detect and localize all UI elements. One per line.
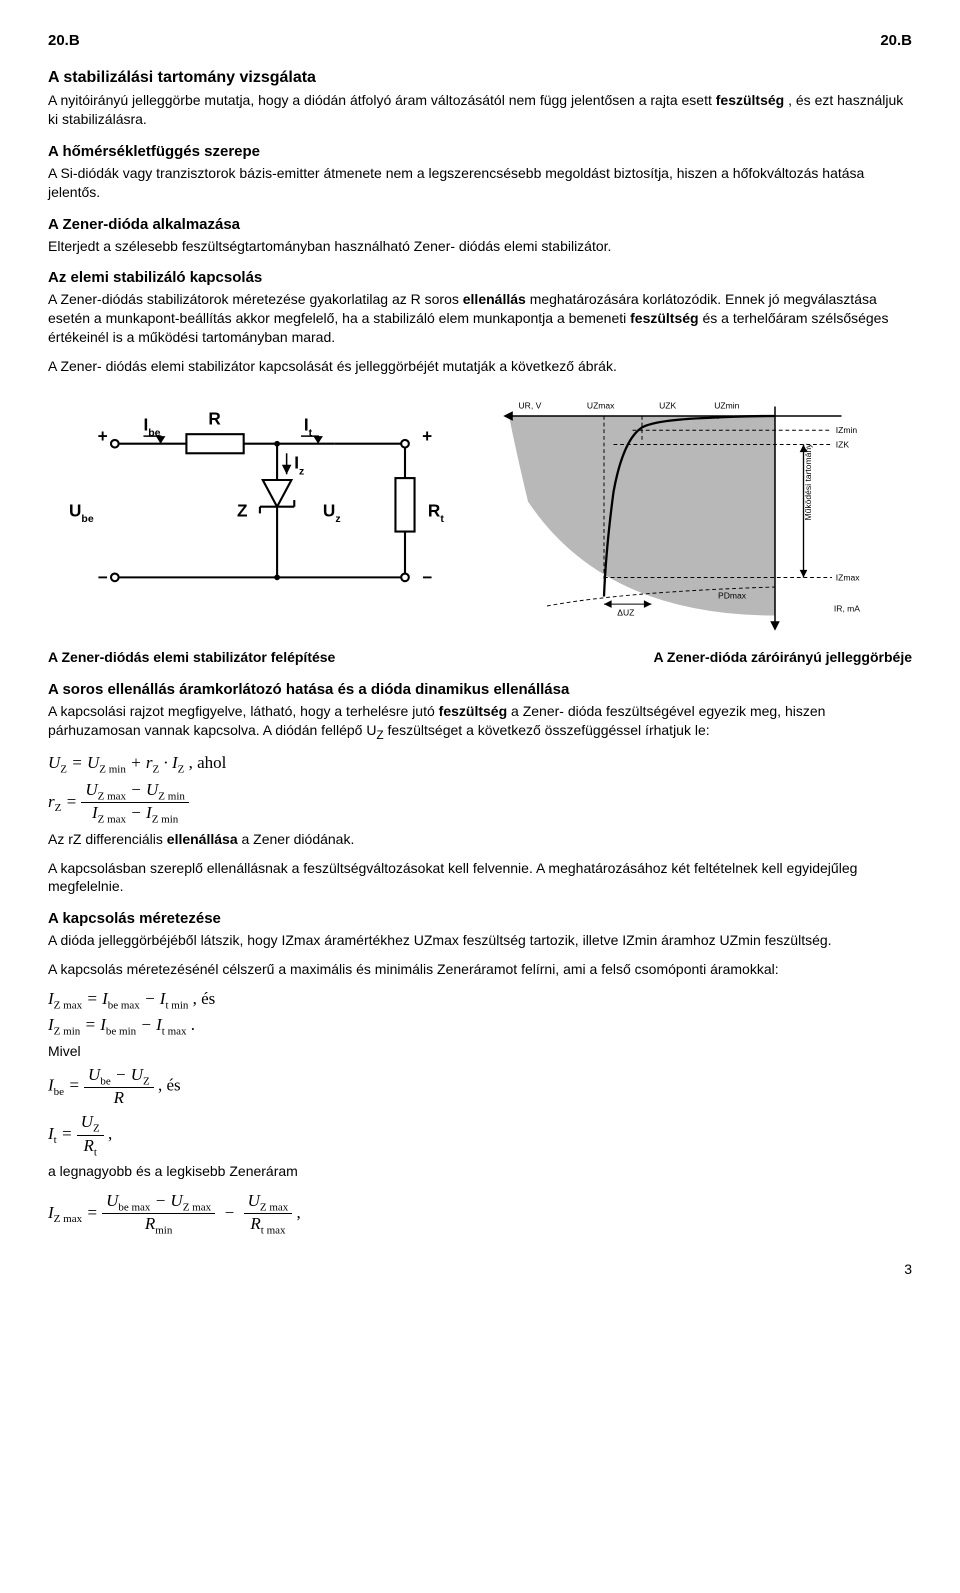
sec1-p1: A nyitóirányú jelleggörbe mutatja, hogy … xyxy=(48,91,912,129)
uzk-top: UZK xyxy=(659,400,676,410)
eq-rz: rZ = UZ max − UZ min IZ max − IZ min xyxy=(48,780,912,826)
work-range-label: Működési tartomány xyxy=(803,443,813,521)
sec6-p3: a legnagyobb és a legkisebb Zeneráram xyxy=(48,1162,912,1181)
sec5-p3: A kapcsolásban szereplő ellenállásnak a … xyxy=(48,859,912,897)
sec4-p1: A Zener-diódás stabilizátorok méretezése… xyxy=(48,290,912,347)
uz-label: Uz xyxy=(323,500,341,525)
eq-izmax: IZ max = Ibe max − It min , és xyxy=(48,989,912,1011)
sec4-p1d: feszültség xyxy=(630,310,698,326)
ube-label: Ube xyxy=(69,500,94,525)
eq-izmax-es: , és xyxy=(193,989,216,1008)
sec4-p1b: ellenállás xyxy=(463,291,526,307)
eq-izmin-pont: . xyxy=(191,1015,195,1034)
header-right: 20.B xyxy=(880,32,912,49)
eq-uz-ahol: , ahol xyxy=(189,753,227,772)
sec4-p2: A Zener- diódás elemi stabilizátor kapcs… xyxy=(48,357,912,376)
eq-izmax2-vesszo: , xyxy=(297,1203,301,1222)
curve-svg: UR, V UZmax UZK UZmin IZmin IZK IZmax PD… xyxy=(490,386,870,636)
eq-it: It = UZ Rt , xyxy=(48,1112,912,1158)
eq-izmin: IZ min = Ibe min − It max . xyxy=(48,1015,912,1037)
duz-label: ΔUZ xyxy=(617,608,634,618)
eq-izmax2: IZ max = Ube max − UZ max Rmin − UZ max … xyxy=(48,1191,912,1237)
urv-label: UR, V xyxy=(519,400,542,410)
sec1-p1a: A nyitóirányú jelleggörbe mutatja, hogy … xyxy=(48,92,716,108)
header-left: 20.B xyxy=(48,32,80,49)
sec5-p2b: ellenállása xyxy=(167,831,238,847)
plus-left: + xyxy=(98,426,108,446)
sec1-title: A stabilizálási tartomány vizsgálata xyxy=(48,69,912,87)
figcap-left: A Zener-diódás elemi stabilizátor felépí… xyxy=(48,649,480,665)
page-number: 3 xyxy=(48,1261,912,1277)
sec3-p: Elterjedt a szélesebb feszültségtartomán… xyxy=(48,237,912,256)
sec6-p2: A kapcsolás méretezésénél célszerű a max… xyxy=(48,960,912,979)
figcap-right: A Zener-dióda záróirányú jelleggörbéje xyxy=(480,649,912,665)
iz-label: Iz xyxy=(294,453,304,478)
rt-label: Rt xyxy=(428,500,444,525)
circuit-svg: + − + − Ibe R It Iz Ube Z Uz Rt xyxy=(48,386,468,616)
sec5-p1a: A kapcsolási rajzot megfigyelve, látható… xyxy=(48,703,439,719)
plus-right: + xyxy=(422,426,432,446)
z-label: Z xyxy=(237,500,248,520)
sec6-title: A kapcsolás méretezése xyxy=(48,910,912,927)
pdmax-label: PDmax xyxy=(718,590,747,600)
sec5-p2: Az rZ differenciális ellenállása a Zener… xyxy=(48,830,912,849)
eq-it-vesszo: , xyxy=(108,1124,112,1143)
eq-uz: UZ = UZ min + rZ · IZ , ahol xyxy=(48,753,912,775)
sec6-p1: A dióda jelleggörbéjéből látszik, hogy I… xyxy=(48,931,912,950)
izk-label: IZK xyxy=(836,439,850,449)
irma-label: IR, mA xyxy=(834,604,860,614)
sec1-p1b: feszültség xyxy=(716,92,784,108)
minus-right: − xyxy=(422,567,432,587)
sec5-title: A soros ellenállás áramkorlátozó hatása … xyxy=(48,681,912,698)
sec4-title: Az elemi stabilizáló kapcsolás xyxy=(48,269,912,286)
mivel: Mivel xyxy=(48,1042,912,1061)
sec5-p1b: feszültség xyxy=(439,703,507,719)
figure-captions: A Zener-diódás elemi stabilizátor felépí… xyxy=(48,649,912,665)
uzmin-top: UZmin xyxy=(714,400,739,410)
sec5-p2a: Az rZ differenciális xyxy=(48,831,167,847)
minus-left: − xyxy=(98,567,108,587)
page-header: 20.B 20.B xyxy=(48,32,912,49)
sec2-p: A Si-diódák vagy tranzisztorok bázis-emi… xyxy=(48,164,912,202)
sec2-title: A hőmérsékletfüggés szerepe xyxy=(48,143,912,160)
sec5-p1d: feszültséget a következő összefüggéssel … xyxy=(387,722,709,738)
sec5-p1: A kapcsolási rajzot megfigyelve, látható… xyxy=(48,702,912,743)
sec4-p1a: A Zener-diódás stabilizátorok méretezése… xyxy=(48,291,463,307)
uzmax-top: UZmax xyxy=(587,400,615,410)
sec5-p2c: a Zener diódának. xyxy=(242,831,355,847)
curve-figure: UR, V UZmax UZK UZmin IZmin IZK IZmax PD… xyxy=(490,386,912,639)
circuit-figure: + − + − Ibe R It Iz Ube Z Uz Rt xyxy=(48,386,470,619)
izmin-label: IZmin xyxy=(836,425,858,435)
sec3-title: A Zener-dióda alkalmazása xyxy=(48,216,912,233)
r-label: R xyxy=(208,409,221,429)
izmax-label: IZmax xyxy=(836,572,860,582)
eq-ibe: Ibe = Ube − UZ R , és xyxy=(48,1065,912,1108)
eq-ibe-es: , és xyxy=(158,1075,181,1094)
figure-row: + − + − Ibe R It Iz Ube Z Uz Rt xyxy=(48,386,912,639)
